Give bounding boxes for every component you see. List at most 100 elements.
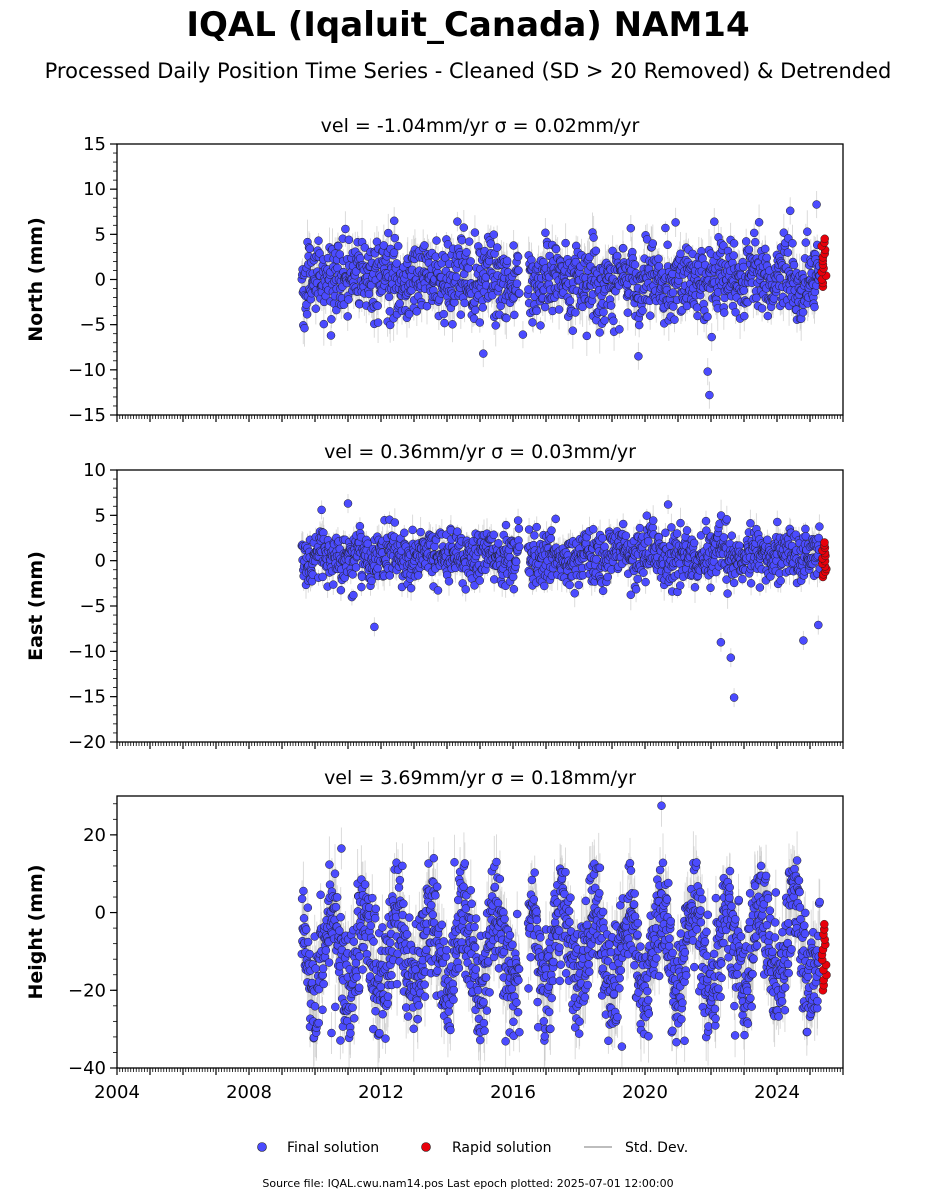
final-solution-point — [514, 524, 524, 533]
final-solution-point — [439, 309, 448, 319]
final-solution-point — [470, 228, 480, 237]
final-solution-point — [532, 522, 541, 532]
y-axis-label: East (mm) — [25, 551, 47, 661]
final-solution-point — [654, 254, 663, 263]
final-solution-point — [615, 325, 624, 334]
final-solution-point — [693, 311, 702, 321]
y-tick-label: 15 — [83, 134, 106, 155]
final-solution-point — [348, 570, 357, 579]
final-solution-point — [392, 259, 401, 268]
final-solution-point — [783, 248, 793, 257]
final-solution-point — [741, 237, 751, 246]
final-solution-point — [406, 583, 416, 593]
final-solution-point — [571, 308, 580, 317]
final-solution-point — [459, 223, 469, 232]
final-solution-point — [760, 244, 770, 254]
final-solution-point — [669, 302, 678, 311]
final-solution-point — [456, 310, 466, 319]
final-solution-point — [327, 315, 336, 324]
final-solution-point — [789, 260, 799, 270]
final-solution-point — [638, 306, 647, 315]
final-solution-point — [444, 577, 454, 586]
final-solution-point — [565, 296, 575, 306]
final-solution-point — [554, 305, 564, 314]
final-solution-point — [502, 313, 511, 323]
final-solution-point — [798, 307, 808, 317]
final-solution-point — [740, 311, 749, 321]
final-solution-point — [729, 239, 739, 248]
final-solution-point — [395, 299, 404, 308]
final-solution-point — [532, 306, 541, 316]
final-solution-point — [384, 292, 394, 302]
final-solution-point — [515, 288, 524, 298]
final-solution-point — [302, 310, 312, 319]
final-solution-point — [591, 246, 601, 256]
final-solution-point — [453, 217, 462, 226]
final-solution-point — [462, 248, 471, 257]
final-solution-point — [478, 303, 488, 312]
final-solution-point — [314, 236, 323, 245]
final-solution-point — [509, 584, 519, 594]
final-solution-point — [600, 316, 609, 325]
final-solution-point — [492, 243, 502, 252]
y-tick-label: 0 — [95, 270, 106, 291]
final-solution-point — [645, 311, 655, 320]
final-solution-point — [357, 582, 366, 592]
rapid-solution-point — [820, 234, 829, 244]
final-solution-point — [661, 223, 670, 233]
final-solution-point — [491, 321, 500, 330]
final-solution-point — [536, 321, 545, 330]
final-solution-point — [606, 301, 616, 310]
final-solution-point — [373, 318, 383, 327]
final-solution-point — [367, 576, 376, 586]
final-solution-point — [785, 206, 795, 216]
final-solution-point — [464, 237, 474, 246]
final-solution-point — [412, 307, 422, 316]
final-solution-point — [341, 224, 350, 234]
y-tick-label: 5 — [95, 224, 106, 245]
final-solution-point — [486, 239, 496, 248]
final-solution-point — [355, 521, 365, 531]
final-solution-point — [540, 302, 550, 312]
final-solution-point — [363, 539, 373, 549]
final-solution-point — [385, 571, 395, 580]
figure-title: IQAL (Iqaluit_Canada) NAM14 — [186, 5, 749, 45]
final-solution-point — [318, 572, 327, 582]
final-solution-point — [489, 230, 499, 239]
final-solution-point — [479, 349, 488, 358]
final-solution-point — [510, 310, 519, 320]
final-solution-point — [518, 330, 528, 339]
final-solution-point — [344, 235, 354, 245]
final-solution-point — [360, 243, 370, 252]
final-solution-point — [739, 286, 749, 295]
final-solution-point — [561, 238, 570, 248]
final-solution-point — [385, 307, 395, 316]
final-solution-point — [663, 240, 672, 250]
final-solution-point — [589, 233, 598, 242]
final-solution-point — [812, 200, 821, 209]
final-solution-point — [692, 303, 702, 312]
final-solution-point — [509, 241, 518, 250]
final-solution-point — [315, 249, 324, 258]
final-solution-point — [389, 248, 399, 257]
final-solution-point — [414, 571, 423, 580]
final-solution-point — [671, 218, 680, 227]
final-solution-point — [513, 252, 523, 262]
final-solution-point — [703, 312, 712, 321]
final-solution-point — [751, 237, 760, 247]
final-solution-point — [400, 528, 409, 538]
final-solution-point — [326, 331, 336, 340]
final-solution-point — [422, 301, 432, 311]
final-solution-point — [775, 273, 785, 283]
final-solution-point — [513, 516, 523, 525]
final-solution-point — [578, 302, 587, 312]
final-solution-point — [512, 279, 522, 288]
final-solution-point — [618, 243, 628, 253]
final-solution-point — [333, 241, 343, 251]
figure-subtitle: Processed Daily Position Time Series - C… — [45, 59, 892, 83]
final-solution-point — [707, 332, 716, 342]
final-solution-point — [752, 293, 761, 303]
final-solution-point — [654, 262, 664, 271]
